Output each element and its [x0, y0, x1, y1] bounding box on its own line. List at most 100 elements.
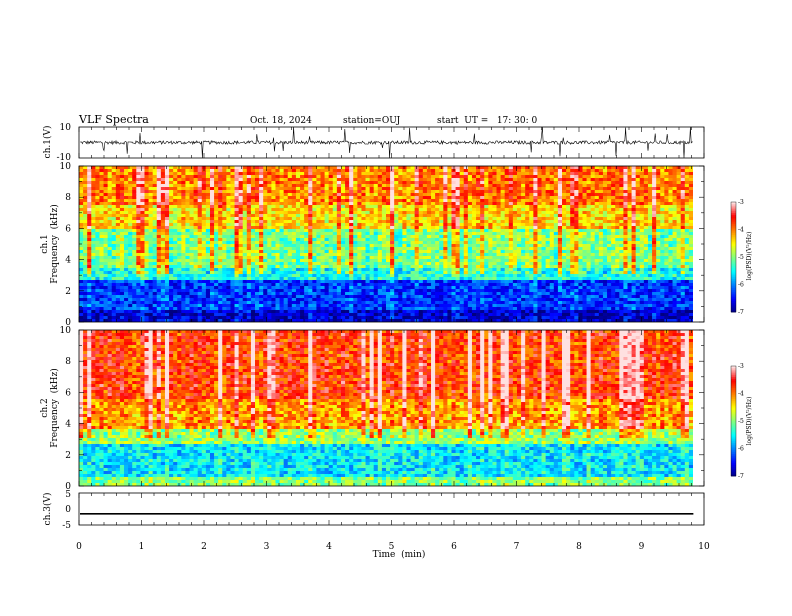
- spectrogram-cell: [202, 289, 206, 292]
- spectrogram-cell: [259, 271, 263, 274]
- spectrogram-cell: [149, 232, 153, 235]
- spectrogram-cell: [329, 289, 333, 292]
- spectrogram-cell: [173, 232, 177, 235]
- spectrogram-cell: [185, 262, 189, 265]
- spectrogram-cell: [427, 313, 431, 316]
- spectrogram-cell: [128, 217, 132, 220]
- spectrogram-cell: [198, 259, 202, 262]
- spectrogram-cell: [411, 226, 415, 229]
- spectrogram-cell: [251, 253, 255, 256]
- spectrogram-cell: [304, 253, 308, 256]
- spectrogram-cell: [386, 268, 390, 271]
- spectrogram-cell: [443, 232, 447, 235]
- spectrogram-cell: [275, 310, 279, 313]
- spectrogram-cell: [214, 301, 218, 304]
- spectrogram-cell: [177, 175, 181, 178]
- spectrogram-cell: [173, 187, 177, 190]
- spectrogram-cell: [333, 292, 337, 295]
- spectrogram-cell: [214, 190, 218, 193]
- spectrogram-cell: [366, 256, 370, 259]
- spectrogram-cell: [329, 184, 333, 187]
- spectrogram-cell: [304, 274, 308, 277]
- spectrogram-cell: [83, 286, 87, 289]
- spectrogram-cell: [108, 181, 112, 184]
- spectrogram-cell: [157, 304, 161, 307]
- spectrogram-cell: [357, 301, 361, 304]
- spectrogram-cell: [120, 286, 124, 289]
- spectrogram-cell: [239, 262, 243, 265]
- spectrogram-cell: [153, 202, 157, 205]
- spectrogram-cell: [333, 259, 337, 262]
- spectrogram-cell: [415, 178, 419, 181]
- spectrogram-cell: [370, 184, 374, 187]
- spectrogram-cell: [374, 166, 378, 169]
- spectrogram-cell: [345, 184, 349, 187]
- spectrogram-cell: [132, 316, 136, 319]
- spectrogram-cell: [136, 223, 140, 226]
- spectrogram-cell: [366, 223, 370, 226]
- spectrogram-cell: [161, 220, 165, 223]
- spectrogram-cell: [284, 280, 288, 283]
- spectrogram-cell: [296, 208, 300, 211]
- spectrogram-cell: [406, 229, 410, 232]
- spectrogram-cell: [435, 238, 439, 241]
- spectrogram-cell: [144, 301, 148, 304]
- spectrogram-cell: [79, 265, 83, 268]
- spectrogram-cell: [353, 250, 357, 253]
- spectrogram-cell: [419, 232, 423, 235]
- spectrogram-cell: [161, 256, 165, 259]
- spectrogram-cell: [79, 166, 83, 169]
- spectrogram-cell: [271, 211, 275, 214]
- spectrogram-cell: [259, 235, 263, 238]
- spectrogram-cell: [439, 211, 443, 214]
- spectrogram-cell: [378, 196, 382, 199]
- spectrogram-cell: [398, 274, 402, 277]
- spectrogram-cell: [267, 241, 271, 244]
- spectrogram-cell: [333, 199, 337, 202]
- spectrogram-cell: [443, 223, 447, 226]
- station-label: station=OUJ: [343, 116, 401, 126]
- spectrogram-cell: [263, 313, 267, 316]
- spectrogram-cell: [190, 238, 194, 241]
- spectrogram-cell: [333, 304, 337, 307]
- spectrogram-cell: [140, 256, 144, 259]
- spectrogram-cell: [83, 223, 87, 226]
- spectrogram-cell: [218, 202, 222, 205]
- spectrogram-cell: [423, 181, 427, 184]
- spectrogram-cell: [394, 178, 398, 181]
- spectrogram-cell: [374, 205, 378, 208]
- spectrogram-cell: [398, 193, 402, 196]
- spectrogram-cell: [378, 238, 382, 241]
- spectrogram-cell: [259, 310, 263, 313]
- spectrogram-cell: [447, 214, 451, 217]
- spectrogram-cell: [333, 295, 337, 298]
- spectrogram-cell: [398, 298, 402, 301]
- spectrogram-cell: [423, 178, 427, 181]
- spectrogram-cell: [353, 301, 357, 304]
- spectrogram-cell: [427, 187, 431, 190]
- spectrogram-cell: [161, 253, 165, 256]
- spectrogram-cell: [108, 256, 112, 259]
- spectrogram-cell: [304, 196, 308, 199]
- spectrogram-cell: [415, 226, 419, 229]
- spectrogram-cell: [120, 229, 124, 232]
- spectrogram-cell: [427, 283, 431, 286]
- spectrogram-cell: [349, 238, 353, 241]
- spectrogram-cell: [251, 313, 255, 316]
- spectrogram-cell: [308, 214, 312, 217]
- spectrogram-cell: [304, 193, 308, 196]
- spectrogram-cell: [239, 316, 243, 319]
- spectrogram-cell: [169, 229, 173, 232]
- spectrogram-cell: [419, 166, 423, 169]
- spectrogram-cell: [366, 214, 370, 217]
- spectrogram-cell: [153, 271, 157, 274]
- spectrogram-cell: [251, 229, 255, 232]
- spectrogram-cell: [136, 208, 140, 211]
- spectrogram-cell: [169, 196, 173, 199]
- spectrogram-cell: [177, 292, 181, 295]
- spectrogram-cell: [415, 271, 419, 274]
- spectrogram-cell: [116, 259, 120, 262]
- spectrogram-cell: [439, 244, 443, 247]
- spectrogram-cell: [296, 199, 300, 202]
- spectrogram-cell: [292, 295, 296, 298]
